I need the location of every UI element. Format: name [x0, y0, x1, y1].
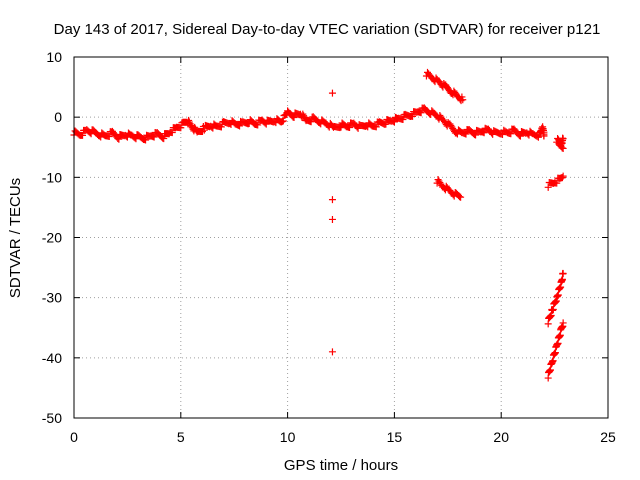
y-tick-label: 10	[46, 49, 62, 65]
data-point	[142, 136, 150, 144]
data-point	[300, 112, 308, 120]
data-point	[191, 123, 199, 131]
data-point	[185, 116, 193, 124]
data-point	[132, 135, 140, 143]
data-point	[558, 144, 566, 152]
x-axis-label: GPS time / hours	[284, 457, 398, 474]
data-point	[328, 196, 336, 204]
x-tick-label: 20	[493, 429, 509, 445]
data-point	[114, 134, 122, 142]
data-point	[382, 120, 390, 128]
series-descending-segment-upper	[422, 68, 467, 105]
x-tick-label: 15	[387, 429, 403, 445]
data-point	[390, 118, 398, 126]
data-point	[279, 117, 287, 125]
data-point	[516, 132, 524, 140]
data-point	[79, 131, 87, 139]
data-points	[70, 68, 567, 382]
data-point	[328, 348, 336, 356]
data-point	[115, 135, 123, 143]
data-point	[534, 133, 542, 141]
data-point	[459, 96, 467, 104]
data-point	[540, 132, 548, 140]
data-point	[105, 132, 113, 140]
y-axis-label: SDTVAR / TECUs	[7, 178, 24, 298]
series-descending-segment-lower	[433, 176, 465, 201]
data-point	[558, 174, 566, 182]
data-point	[328, 89, 336, 97]
x-tick-label: 0	[70, 429, 78, 445]
data-point	[150, 133, 158, 141]
chart-title: Day 143 of 2017, Sidereal Day-to-day VTE…	[54, 21, 601, 38]
series-steep-segment-upper	[544, 269, 567, 328]
y-tick-label: -50	[42, 410, 62, 426]
data-point	[409, 112, 417, 120]
data-point	[559, 270, 567, 278]
data-point	[177, 124, 185, 132]
series-rising-segment	[544, 172, 567, 191]
data-point	[290, 114, 298, 122]
x-tick-label: 25	[600, 429, 616, 445]
data-point	[559, 319, 567, 327]
grid	[74, 57, 608, 418]
data-point	[307, 118, 315, 126]
series-outliers	[328, 89, 336, 356]
y-tick-label: 0	[54, 109, 62, 125]
data-point	[507, 130, 515, 138]
data-point	[559, 144, 567, 152]
data-point	[457, 193, 465, 201]
data-point	[480, 129, 488, 137]
data-point	[328, 215, 336, 223]
data-point	[462, 130, 470, 138]
x-axis-ticks: 0 5 10 15 20 25	[70, 57, 616, 445]
data-point	[559, 135, 567, 143]
data-point	[262, 120, 270, 128]
series-steep-segment-lower	[544, 319, 567, 382]
data-point	[553, 179, 561, 187]
data-point	[200, 126, 208, 134]
y-tick-label: -10	[42, 169, 62, 185]
data-point	[236, 122, 244, 130]
data-point	[472, 131, 480, 139]
data-point	[217, 123, 225, 131]
data-point	[417, 109, 425, 117]
data-point	[168, 129, 176, 137]
data-point	[299, 110, 307, 118]
y-axis-ticks: 10 0 -10 -20 -30 -40 -50	[42, 49, 608, 426]
data-point	[185, 118, 193, 126]
x-tick-label: 10	[280, 429, 296, 445]
data-point	[544, 183, 552, 191]
y-tick-label: -40	[42, 350, 62, 366]
y-tick-label: -30	[42, 290, 62, 306]
data-point	[160, 135, 168, 143]
data-point	[559, 172, 567, 180]
series-main-band	[70, 104, 548, 144]
data-point	[254, 121, 262, 129]
x-tick-label: 5	[177, 429, 185, 445]
data-point	[399, 116, 407, 124]
series-near-22h-cluster	[553, 134, 567, 152]
y-tick-label: -20	[42, 230, 62, 246]
data-point	[457, 97, 465, 105]
data-point	[187, 122, 195, 130]
data-point	[515, 132, 523, 140]
data-point	[346, 124, 354, 132]
data-point	[372, 123, 380, 131]
